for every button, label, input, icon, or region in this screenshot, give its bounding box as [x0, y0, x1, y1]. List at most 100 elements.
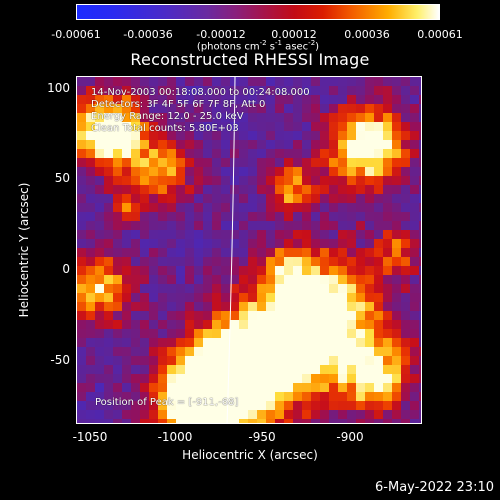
image-pixel — [293, 302, 302, 311]
image-pixel — [122, 104, 131, 113]
image-pixel — [221, 275, 230, 284]
image-pixel — [302, 329, 311, 338]
image-pixel — [401, 113, 410, 122]
image-pixel — [302, 302, 311, 311]
image-pixel — [122, 185, 131, 194]
image-pixel — [86, 212, 95, 221]
image-pixel — [284, 131, 293, 140]
image-pixel — [158, 293, 167, 302]
image-pixel — [77, 194, 86, 203]
image-pixel — [266, 347, 275, 356]
image-pixel — [293, 365, 302, 374]
image-pixel — [248, 221, 257, 230]
image-pixel — [419, 284, 421, 293]
image-pixel — [221, 338, 230, 347]
image-pixel — [392, 383, 401, 392]
image-pixel — [410, 221, 419, 230]
image-pixel — [239, 185, 248, 194]
image-pixel — [320, 212, 329, 221]
image-pixel — [95, 248, 104, 257]
image-pixel — [338, 347, 347, 356]
image-pixel — [410, 302, 419, 311]
image-pixel — [77, 86, 86, 95]
image-pixel — [86, 221, 95, 230]
image-pixel — [275, 167, 284, 176]
image-pixel — [167, 257, 176, 266]
image-pixel — [239, 86, 248, 95]
image-pixel — [284, 149, 293, 158]
image-pixel — [383, 365, 392, 374]
image-pixel — [347, 257, 356, 266]
image-pixel — [86, 149, 95, 158]
image-pixel — [284, 275, 293, 284]
image-pixel — [257, 221, 266, 230]
image-pixel — [266, 176, 275, 185]
image-pixel — [329, 275, 338, 284]
image-pixel — [275, 320, 284, 329]
image-pixel — [230, 392, 239, 401]
image-pixel — [383, 239, 392, 248]
image-pixel — [347, 347, 356, 356]
image-pixel — [122, 329, 131, 338]
image-pixel — [113, 410, 122, 419]
image-pixel — [392, 302, 401, 311]
image-pixel — [131, 383, 140, 392]
image-pixel — [293, 158, 302, 167]
image-pixel — [302, 401, 311, 410]
image-pixel — [311, 149, 320, 158]
image-pixel — [122, 365, 131, 374]
image-pixel — [392, 122, 401, 131]
image-pixel — [311, 86, 320, 95]
image-pixel — [356, 266, 365, 275]
image-pixel — [203, 230, 212, 239]
image-pixel — [140, 185, 149, 194]
image-pixel — [311, 410, 320, 419]
image-pixel — [86, 266, 95, 275]
image-pixel — [275, 392, 284, 401]
image-pixel — [356, 86, 365, 95]
image-pixel — [392, 113, 401, 122]
image-pixel — [275, 248, 284, 257]
image-pixel — [167, 230, 176, 239]
image-pixel — [419, 140, 421, 149]
image-pixel — [176, 401, 185, 410]
image-pixel — [374, 266, 383, 275]
image-pixel — [302, 230, 311, 239]
image-pixel — [86, 248, 95, 257]
image-pixel — [293, 410, 302, 419]
image-pixel — [257, 248, 266, 257]
image-pixel — [131, 167, 140, 176]
image-pixel — [194, 374, 203, 383]
image-pixel — [329, 257, 338, 266]
image-pixel — [239, 410, 248, 419]
image-pixel — [113, 149, 122, 158]
image-pixel — [140, 86, 149, 95]
image-pixel — [365, 365, 374, 374]
image-pixel — [356, 338, 365, 347]
image-pixel — [185, 203, 194, 212]
image-pixel — [401, 221, 410, 230]
image-pixel — [176, 140, 185, 149]
image-pixel — [293, 320, 302, 329]
image-pixel — [275, 86, 284, 95]
image-pixel — [266, 329, 275, 338]
image-pixel — [419, 221, 421, 230]
image-pixel — [365, 302, 374, 311]
image-pixel — [338, 221, 347, 230]
image-pixel — [140, 311, 149, 320]
image-pixel — [419, 122, 421, 131]
image-pixel — [95, 239, 104, 248]
image-pixel — [410, 149, 419, 158]
image-pixel — [167, 194, 176, 203]
image-pixel — [302, 356, 311, 365]
image-pixel — [122, 266, 131, 275]
image-pixel — [383, 275, 392, 284]
image-pixel — [401, 383, 410, 392]
image-pixel — [419, 365, 421, 374]
image-pixel — [338, 338, 347, 347]
image-pixel — [347, 401, 356, 410]
image-pixel — [176, 122, 185, 131]
image-pixel — [392, 140, 401, 149]
image-pixel — [302, 311, 311, 320]
image-pixel — [365, 374, 374, 383]
